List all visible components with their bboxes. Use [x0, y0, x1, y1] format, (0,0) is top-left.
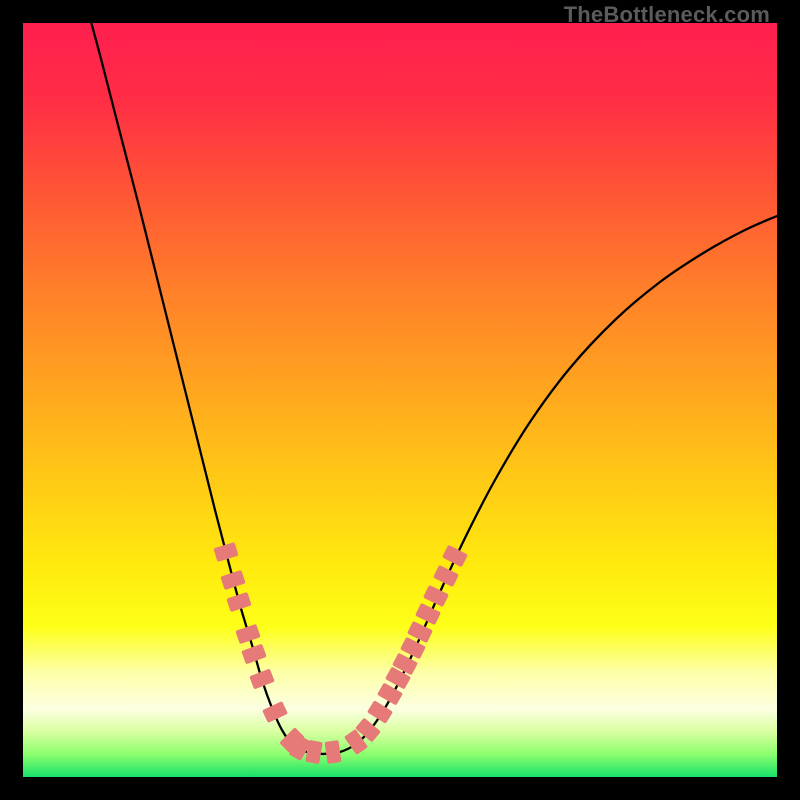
curve-left-branch — [85, 23, 323, 754]
watermark-text: TheBottleneck.com — [564, 2, 770, 28]
curve-marker — [325, 740, 342, 764]
